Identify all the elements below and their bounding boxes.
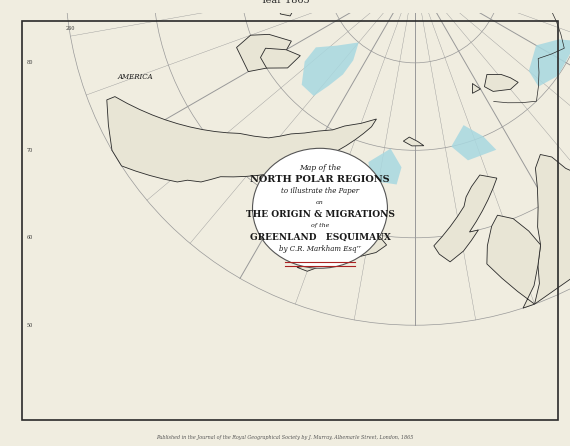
Polygon shape xyxy=(22,21,558,420)
Text: NORTH POLAR REGIONS: NORTH POLAR REGIONS xyxy=(250,175,390,184)
Text: GREENLAND   ESQUIMAUX: GREENLAND ESQUIMAUX xyxy=(250,232,390,242)
Polygon shape xyxy=(368,149,401,185)
Polygon shape xyxy=(434,175,497,262)
Polygon shape xyxy=(237,34,291,72)
Polygon shape xyxy=(277,0,296,16)
Polygon shape xyxy=(451,125,496,161)
Polygon shape xyxy=(276,0,312,9)
Text: THE ORIGIN & MIGRATIONS: THE ORIGIN & MIGRATIONS xyxy=(246,210,394,219)
Polygon shape xyxy=(529,39,570,87)
Text: Published in the Journal of the Royal Geographical Society by J. Murray, Albemar: Published in the Journal of the Royal Ge… xyxy=(156,435,414,441)
Text: 260: 260 xyxy=(66,26,75,31)
Text: Year 1865: Year 1865 xyxy=(260,0,310,5)
Polygon shape xyxy=(404,137,424,146)
Text: 70: 70 xyxy=(26,148,32,153)
Polygon shape xyxy=(487,215,540,308)
Ellipse shape xyxy=(253,149,388,268)
Polygon shape xyxy=(484,74,518,91)
Polygon shape xyxy=(260,48,300,68)
Text: of the: of the xyxy=(311,223,329,228)
Polygon shape xyxy=(110,0,188,1)
Text: 50: 50 xyxy=(26,323,32,328)
Polygon shape xyxy=(535,154,570,304)
Text: to illustrate the Paper: to illustrate the Paper xyxy=(281,187,359,195)
Text: 80: 80 xyxy=(26,60,32,66)
Text: Map of the: Map of the xyxy=(299,164,341,172)
Text: by C.R. Markham Esqʳʳ: by C.R. Markham Esqʳʳ xyxy=(279,244,361,252)
Polygon shape xyxy=(302,42,359,96)
Polygon shape xyxy=(473,83,481,93)
Text: 60: 60 xyxy=(26,235,32,240)
Text: AMERICA: AMERICA xyxy=(118,73,153,81)
Text: on: on xyxy=(316,200,324,205)
Polygon shape xyxy=(297,235,386,271)
Polygon shape xyxy=(107,97,376,182)
Polygon shape xyxy=(555,0,570,200)
